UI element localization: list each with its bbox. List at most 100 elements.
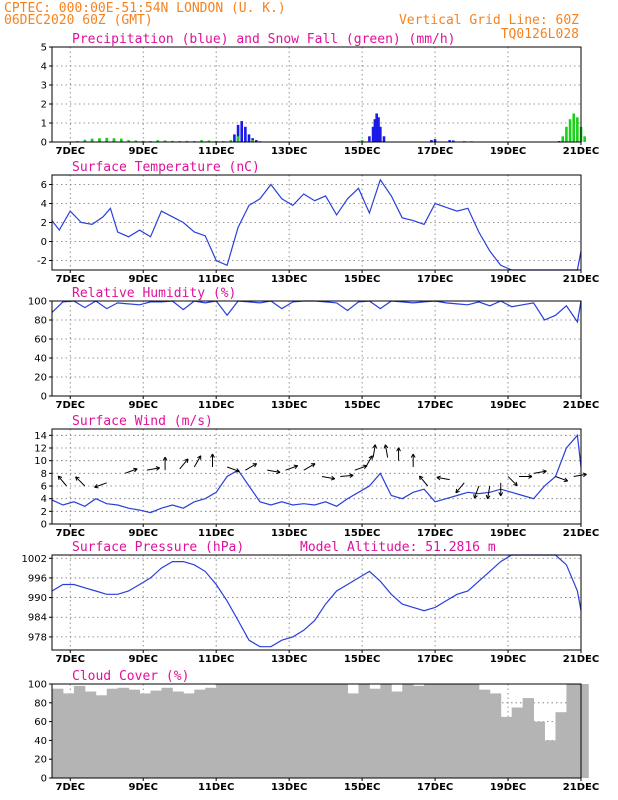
x-tick-label: 11DEC: [198, 528, 234, 539]
precip-bar-green: [156, 140, 160, 142]
header-grid-line: Vertical Grid Line: 60Z: [399, 13, 579, 28]
wind-arrow: [57, 475, 67, 487]
precip-bar-blue: [382, 136, 386, 142]
wind-arrow-head: [384, 444, 389, 449]
precip-bar-blue: [233, 134, 236, 142]
wind-arrow: [179, 458, 189, 470]
wind-arrow-head: [330, 478, 335, 481]
y-tick-label: 0: [41, 520, 47, 531]
precip-bar-green: [120, 138, 123, 142]
x-tick-label: 21DEC: [563, 528, 599, 539]
wind-arrow-head: [485, 494, 489, 499]
x-tick-label: 11DEC: [198, 146, 234, 157]
wind-arrow: [573, 472, 587, 478]
precip-bar-green: [105, 137, 109, 142]
precip-bar-green: [229, 140, 233, 142]
x-tick-label: 11DEC: [198, 274, 234, 285]
wind-arrow: [94, 482, 107, 489]
precip-bar-blue: [448, 140, 451, 142]
wind-arrow-head: [75, 476, 80, 479]
cloud-cover-bar: [577, 684, 589, 778]
x-tick-label: 9DEC: [128, 400, 157, 411]
wind-arrow-head: [372, 444, 376, 449]
y-tick-label: 4: [41, 494, 47, 505]
y-tick-label: 100: [28, 680, 47, 691]
wind-arrow-shaft: [193, 455, 202, 468]
precip-bar-green: [583, 136, 586, 142]
precip-bar-blue: [236, 124, 240, 142]
cloud-cover-bar: [259, 684, 272, 778]
wind-arrow: [410, 453, 416, 467]
cloud-cover-bar: [467, 684, 480, 778]
precip-bar-blue: [452, 140, 455, 142]
x-tick-label: 11DEC: [198, 654, 234, 665]
wind-arrow: [372, 444, 378, 458]
wind-arrow-shaft: [384, 444, 389, 458]
wind-arrow-shaft: [321, 476, 335, 480]
x-tick-label: 9DEC: [128, 654, 157, 665]
precip-bar-green: [572, 113, 576, 142]
precip-bar-blue: [377, 117, 380, 142]
cloud-cover-bar: [194, 689, 206, 778]
wind-arrow-head: [312, 463, 316, 468]
precip-bar-green: [90, 138, 94, 142]
wind-arrow-head: [455, 490, 460, 494]
wind-arrow-head: [331, 475, 336, 480]
cloud-cover-bar: [128, 689, 141, 778]
cloud-cover-bar: [325, 684, 338, 778]
precip-bar-blue: [240, 121, 244, 142]
y-tick-label: 8: [41, 469, 47, 480]
wind-arrow: [518, 474, 533, 479]
wind-arrow-shaft: [436, 476, 450, 481]
wind-arrow-head: [235, 470, 240, 473]
wind-arrow-shaft: [487, 485, 491, 499]
x-tick-label: 21DEC: [563, 146, 599, 157]
precip-bar-green: [141, 140, 145, 142]
wind-arrow-head: [542, 470, 547, 474]
cloud-cover-bar: [314, 684, 327, 778]
y-tick-label: -2: [37, 256, 47, 267]
wind-arrow-head: [410, 453, 414, 458]
cloud-cover-bar: [555, 712, 567, 778]
wind-arrow-head: [210, 453, 213, 458]
panel-title: Surface Temperature (nC): [72, 160, 260, 175]
cloud-cover-bar: [500, 716, 513, 778]
wind-arrow: [533, 469, 547, 474]
wind-arrow: [340, 473, 354, 478]
wind-arrow-head: [528, 474, 533, 477]
y-tick-label: 3: [41, 81, 47, 92]
header-model-id: TQ0126L028: [501, 27, 579, 42]
precip-bar-green: [576, 117, 579, 142]
precip-bar-blue: [373, 119, 377, 142]
y-tick-label: 40: [34, 354, 47, 365]
wind-arrow-head: [374, 444, 378, 449]
precip-bar-green: [568, 119, 572, 142]
wind-arrow: [124, 467, 138, 474]
wind-arrow-head: [186, 458, 189, 463]
cloud-cover-bar: [489, 693, 502, 778]
wind-arrow: [396, 447, 401, 461]
wind-arrow-shaft: [267, 469, 281, 473]
wind-arrow-head: [474, 495, 478, 499]
y-tick-label: 10: [34, 456, 47, 467]
x-tick-label: 15DEC: [344, 528, 380, 539]
wind-arrow-head: [293, 464, 298, 467]
x-tick-label: 9DEC: [128, 528, 157, 539]
cloud-cover-bar: [52, 688, 64, 778]
x-tick-label: 19DEC: [490, 146, 526, 157]
panel-frame: [51, 46, 582, 143]
wind-arrow-head: [349, 474, 354, 478]
x-tick-label: 17DEC: [417, 654, 453, 665]
wind-arrow-head: [58, 475, 63, 478]
y-tick-label: 996: [28, 573, 47, 584]
panel-frame: [51, 554, 582, 651]
cloud-cover-bar: [369, 688, 381, 778]
wind-arrow-shaft: [245, 463, 257, 471]
wind-arrow: [267, 469, 281, 475]
wind-arrow-head: [164, 456, 168, 461]
wind-arrow-shaft: [124, 468, 138, 474]
wind-arrow-shaft: [372, 444, 376, 458]
precip-bar-green: [360, 140, 364, 142]
panel-title: Relative Humidity (%): [72, 286, 236, 301]
wind-arrow: [226, 466, 240, 473]
